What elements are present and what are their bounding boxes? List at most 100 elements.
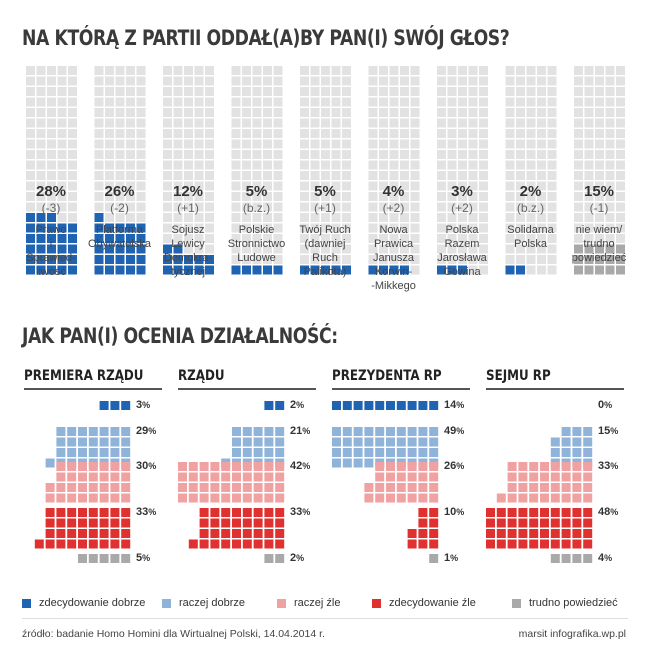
- party-empty-square: [595, 234, 604, 243]
- party-empty-square: [163, 66, 172, 75]
- party-empty-square: [321, 97, 330, 107]
- party-empty-square: [205, 244, 214, 254]
- rating-percent: 3%: [136, 399, 150, 411]
- party-empty-square: [263, 234, 272, 243]
- party-empty-square: [194, 244, 204, 254]
- party-empty-square: [273, 213, 283, 222]
- party-empty-square: [479, 192, 488, 201]
- party-empty-square: [263, 202, 272, 212]
- party-empty-square: [263, 118, 272, 128]
- party-empty-square: [331, 76, 341, 86]
- rating-percent: 4%: [598, 552, 612, 564]
- rating-square: [110, 437, 120, 447]
- party-empty-square: [26, 181, 35, 191]
- party-empty-square: [479, 97, 488, 107]
- party-empty-square: [47, 171, 56, 180]
- rating-square: [221, 462, 231, 471]
- rating-square: [429, 529, 439, 538]
- rating-square: [221, 518, 231, 528]
- rating-square: [529, 508, 539, 517]
- party-empty-square: [537, 150, 546, 159]
- rating-square: [507, 472, 517, 482]
- rating-square: [264, 437, 274, 447]
- rating-square: [396, 437, 406, 447]
- rating-square: [78, 427, 87, 436]
- party-name-line: Jarosława: [437, 252, 487, 264]
- party-empty-square: [273, 129, 283, 138]
- party-empty-square: [526, 202, 536, 212]
- party-empty-square: [310, 118, 320, 128]
- party-empty-square: [368, 97, 378, 107]
- party-empty-square: [231, 150, 241, 159]
- party-value-square: [584, 265, 594, 275]
- party-empty-square: [26, 97, 35, 107]
- party-empty-square: [136, 97, 146, 107]
- rating-square: [407, 483, 417, 492]
- source-note: źródło: badanie Homo Homini dla Wirtualn…: [22, 628, 325, 640]
- party-empty-square: [547, 150, 557, 159]
- rating-square: [540, 539, 549, 549]
- party-empty-square: [584, 202, 594, 212]
- party-empty-square: [94, 118, 104, 128]
- panel-divider: [332, 388, 470, 390]
- party-empty-square: [526, 181, 536, 191]
- party-value-square: [163, 255, 172, 264]
- party-empty-square: [526, 108, 536, 117]
- party-value-square: [252, 265, 262, 275]
- party-empty-square: [115, 202, 125, 212]
- party-empty-square: [231, 108, 241, 117]
- party-empty-square: [468, 213, 478, 222]
- party-empty-square: [526, 265, 536, 275]
- party-empty-square: [26, 192, 35, 201]
- party-name-line: (dawniej: [304, 238, 346, 250]
- party-empty-square: [468, 87, 478, 96]
- rating-square: [88, 508, 98, 517]
- rating-square: [583, 472, 593, 482]
- party-empty-square: [379, 108, 388, 117]
- party-empty-square: [68, 150, 77, 159]
- party-empty-square: [516, 171, 525, 180]
- party-empty-square: [400, 76, 409, 86]
- party-empty-square: [321, 171, 330, 180]
- party-empty-square: [468, 244, 478, 254]
- party-empty-square: [194, 213, 204, 222]
- party-empty-square: [616, 97, 625, 107]
- party-empty-square: [57, 97, 67, 107]
- party-empty-square: [342, 150, 351, 159]
- party-value-square: [26, 265, 35, 275]
- party-empty-square: [310, 66, 320, 75]
- party-empty-square: [26, 118, 35, 128]
- party-empty-square: [526, 171, 536, 180]
- party-empty-square: [342, 97, 351, 107]
- party-empty-square: [57, 213, 67, 222]
- party-empty-square: [616, 192, 625, 201]
- rating-percent: 14%: [444, 399, 464, 411]
- party-empty-square: [368, 76, 378, 86]
- rating-square: [572, 437, 582, 447]
- rating-square: [210, 518, 220, 528]
- party-empty-square: [136, 150, 146, 159]
- party-empty-square: [526, 66, 536, 75]
- rating-square: [275, 554, 285, 563]
- party-empty-square: [389, 192, 399, 201]
- party-empty-square: [173, 160, 183, 170]
- party-empty-square: [458, 213, 467, 222]
- party-empty-square: [126, 139, 135, 149]
- party-name-line: Solidarna: [507, 224, 554, 236]
- party-empty-square: [242, 234, 251, 243]
- party-empty-square: [379, 118, 388, 128]
- party-empty-square: [595, 202, 604, 212]
- party-empty-square: [173, 139, 183, 149]
- party-percent: 15%: [583, 183, 615, 200]
- party-empty-square: [36, 150, 46, 159]
- party-empty-square: [437, 181, 446, 191]
- party-empty-square: [36, 87, 46, 96]
- rating-square: [253, 529, 263, 538]
- party-empty-square: [57, 202, 67, 212]
- party-value-square: [136, 223, 146, 233]
- party-value-square: [331, 265, 341, 275]
- party-empty-square: [205, 87, 214, 96]
- party-empty-square: [437, 255, 446, 264]
- rating-square: [232, 437, 241, 447]
- party-empty-square: [595, 66, 604, 75]
